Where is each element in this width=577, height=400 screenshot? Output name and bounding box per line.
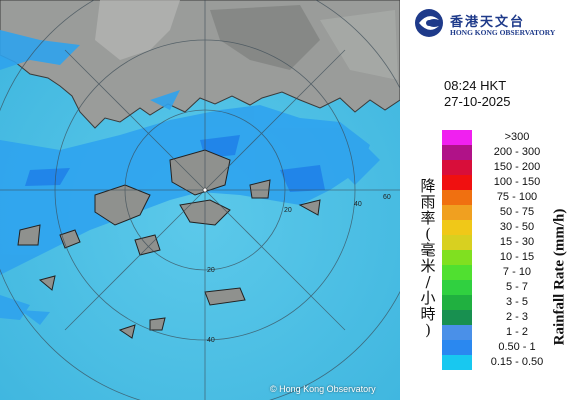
legend-label: 200 - 300 (493, 146, 541, 158)
copyright-notice: © Hong Kong Observatory (270, 384, 376, 394)
legend-swatch (442, 340, 472, 355)
observatory-name-en: HONG KONG OBSERVATORY (450, 28, 556, 37)
legend-label: 2 - 3 (505, 311, 528, 323)
terrain-shade (210, 5, 320, 70)
legend-swatch (442, 295, 472, 310)
legend-swatch (442, 325, 472, 340)
axis-label-en: Rainfall Rate (mm/h) (548, 182, 572, 372)
legend-label: 5 - 7 (505, 281, 528, 293)
axis-label-cn: 降雨率(毫米 / 小時) (420, 177, 436, 339)
ring-label-40-east: 40 (354, 201, 362, 208)
legend-swatch (442, 190, 472, 205)
legend-label: 150 - 200 (493, 161, 541, 173)
legend-label: 50 - 75 (499, 206, 535, 218)
axis-label-en-text: Rainfall Rate (mm/h) (551, 208, 568, 346)
radar-image: 20 20 40 40 60 (0, 0, 400, 400)
legend-label: 1 - 2 (505, 326, 528, 338)
legend-swatch (442, 310, 472, 325)
legend-swatch (442, 280, 472, 295)
legend-label: 75 - 100 (496, 191, 538, 203)
date-label: 27-10-2025 (444, 94, 511, 109)
terrain-highlight (95, 0, 180, 60)
observatory-logo: 香港天文台 HONG KONG OBSERVATORY (412, 8, 577, 38)
legend-label: >300 (504, 131, 530, 143)
legend-swatch (442, 160, 472, 175)
legend-swatch (442, 250, 472, 265)
legend-label: 0.15 - 0.50 (490, 356, 544, 368)
islands (17, 149, 321, 339)
legend-label: 0.50 - 1 (498, 341, 536, 353)
legend-label: 30 - 50 (499, 221, 535, 233)
time-label: 08:24 HKT (444, 78, 507, 93)
legend-label: 15 - 30 (499, 236, 535, 248)
legend-swatch (442, 355, 472, 370)
radar-centre-marker (202, 187, 208, 193)
terrain-highlight-east (320, 10, 398, 80)
legend-swatch (442, 205, 472, 220)
legend-color-bars (442, 130, 472, 370)
ring-label-20-east: 20 (284, 207, 292, 214)
legend-label: 3 - 5 (505, 296, 528, 308)
ring-label-20: 20 (207, 267, 215, 274)
legend-swatch (442, 175, 472, 190)
ring-label-40: 40 (207, 337, 215, 344)
legend-swatch (442, 265, 472, 280)
range-rings (0, 0, 400, 400)
observatory-name-cn: 香港天文台 (450, 15, 526, 30)
legend-swatch (442, 130, 472, 145)
observatory-emblem-icon (415, 9, 443, 37)
legend-label: 100 - 150 (493, 176, 541, 188)
legend-label: 7 - 10 (502, 266, 532, 278)
legend-swatch (442, 145, 472, 160)
legend-label: 10 - 15 (499, 251, 535, 263)
timestamp: 08:24 HKT 27-10-2025 (444, 78, 511, 110)
ring-label-60-east: 60 (383, 194, 391, 201)
legend-panel: 香港天文台 HONG KONG OBSERVATORY 08:24 HKT 27… (400, 0, 577, 400)
legend-swatch (442, 220, 472, 235)
radar-map: 20 20 40 40 60 © Hong Kong Observatory (0, 0, 400, 400)
legend-swatch (442, 235, 472, 250)
legend-labels: >300 200 - 300 150 - 200 100 - 150 75 - 100 5… (480, 130, 554, 370)
